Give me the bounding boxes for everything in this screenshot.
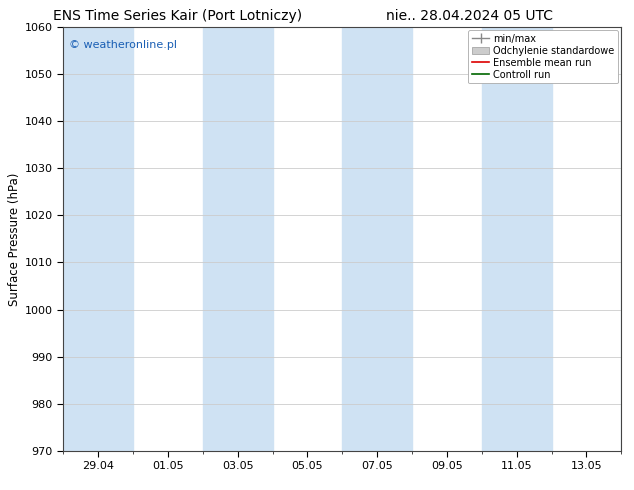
Bar xyxy=(621,27,634,451)
Text: nie.. 28.04.2024 05 UTC: nie.. 28.04.2024 05 UTC xyxy=(385,9,553,23)
Bar xyxy=(342,27,412,451)
Bar xyxy=(63,27,133,451)
Text: ENS Time Series Kair (Port Lotniczy): ENS Time Series Kair (Port Lotniczy) xyxy=(53,9,302,23)
Y-axis label: Surface Pressure (hPa): Surface Pressure (hPa) xyxy=(8,172,21,306)
Text: © weatheronline.pl: © weatheronline.pl xyxy=(69,40,177,49)
Legend: min/max, Odchylenie standardowe, Ensemble mean run, Controll run: min/max, Odchylenie standardowe, Ensembl… xyxy=(468,30,618,83)
Bar xyxy=(203,27,273,451)
Bar xyxy=(482,27,552,451)
